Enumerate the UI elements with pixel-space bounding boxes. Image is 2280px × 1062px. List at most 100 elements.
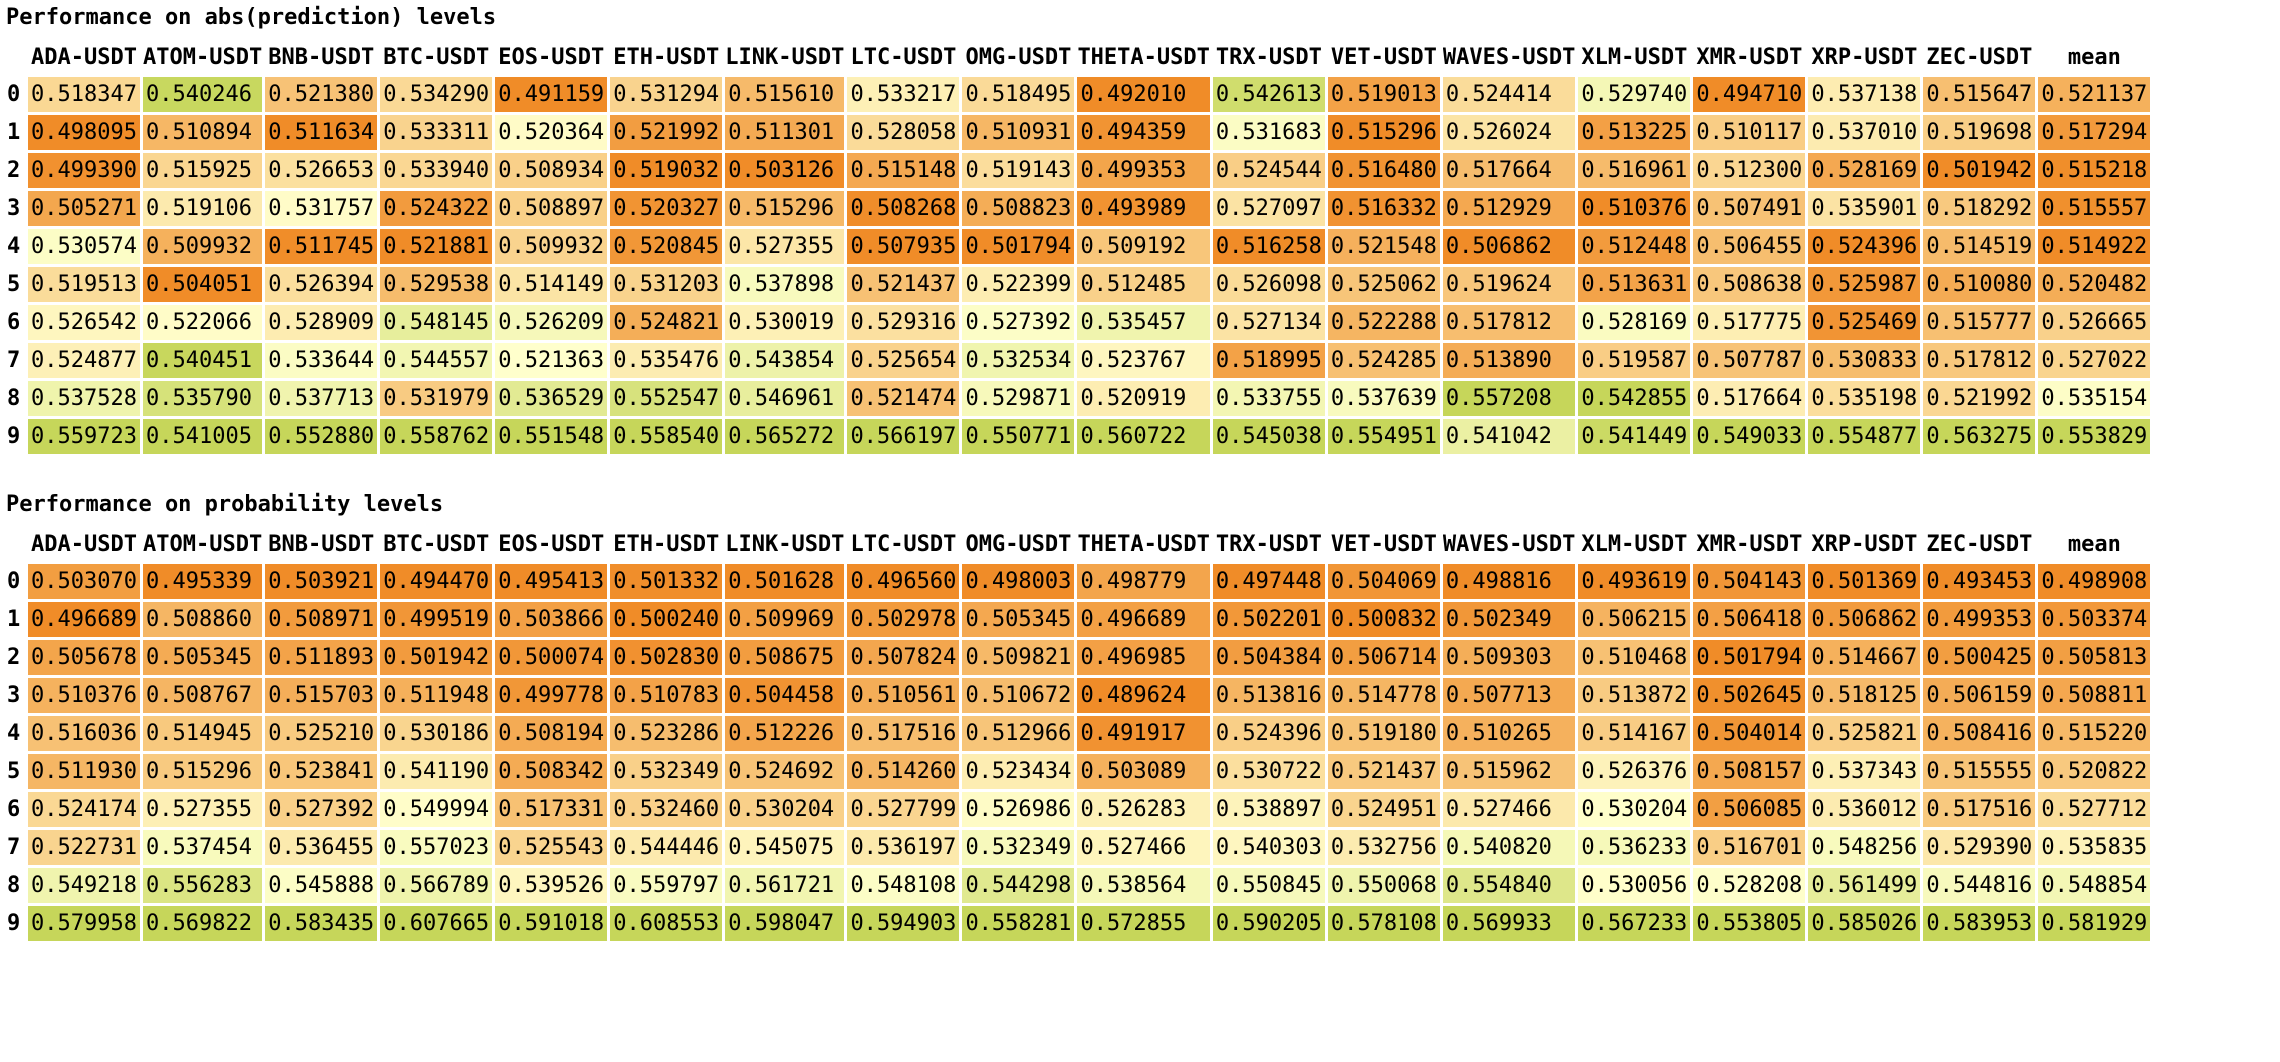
table-row: 6 0.526542 0.522066 0.528909 0.548145 0.52620… [7,305,2151,340]
column-header: VET-USDT [1330,44,1437,70]
table-cell: 0.516332 [1327,191,1440,226]
column-header: BNB-USDT [268,531,375,557]
table-cell: 0.510894 [143,115,263,150]
table-cell: 0.521437 [847,267,960,302]
table-cell: 0.569933 [1442,906,1576,941]
table-cell: 0.506862 [1808,602,1921,637]
table-cell: 0.524692 [725,754,845,789]
table-cell: 0.530574 [28,229,140,264]
table-row: 2 0.499390 0.515925 0.526653 0.533940 0.50893… [7,153,2151,188]
column-header: LTC-USDT [850,531,957,557]
table-cell: 0.525543 [495,830,608,865]
column-header: ETH-USDT [613,44,720,70]
table-cell: 0.583435 [265,906,378,941]
table-cell: 0.499353 [1077,153,1210,188]
table-cell: 0.533644 [265,343,378,378]
table-cell: 0.519698 [1923,115,2036,150]
table-cell: 0.544446 [610,830,723,865]
table-cell: 0.510672 [962,678,1075,713]
table-cell: 0.530204 [1578,792,1691,827]
table-cell: 0.508767 [143,678,263,713]
table-cell: 0.553805 [1693,906,1806,941]
table-cell: 0.513872 [1578,678,1691,713]
table-cell: 0.505271 [28,191,140,226]
table-cell: 0.521992 [610,115,723,150]
column-header: mean [2067,531,2121,557]
column-header: ETH-USDT [613,531,720,557]
table-cell: 0.537528 [28,381,140,416]
table-cell: 0.510468 [1578,640,1691,675]
table-row: 4 0.530574 0.509932 0.511745 0.521881 0.50993… [7,229,2151,264]
table-cell: 0.505345 [143,640,263,675]
table-cell: 0.505813 [2038,640,2151,675]
table-cell: 0.530186 [380,716,493,751]
table-cell: 0.572855 [1077,906,1210,941]
table-cell: 0.530833 [1808,343,1921,378]
table-cell: 0.508860 [143,602,263,637]
table-cell: 0.532534 [962,343,1075,378]
table-cell: 0.511893 [265,640,378,675]
table-cell: 0.542613 [1212,77,1325,112]
table-cell: 0.524322 [380,191,493,226]
table-cell: 0.522731 [28,830,140,865]
table-cell: 0.563275 [1923,419,2036,454]
table-cell: 0.538897 [1212,792,1325,827]
table-cell: 0.527392 [962,305,1075,340]
table-cell: 0.544816 [1923,868,2036,903]
table-row: 5 0.511930 0.515296 0.523841 0.541190 0.50834… [7,754,2151,789]
table-cell: 0.566789 [380,868,493,903]
table-cell: 0.503089 [1077,754,1210,789]
table-cell: 0.512485 [1077,267,1210,302]
table-cell: 0.556283 [143,868,263,903]
column-header: XLM-USDT [1581,531,1688,557]
table-row: 8 0.549218 0.556283 0.545888 0.566789 0.53952… [7,868,2151,903]
table-cell: 0.515220 [2038,716,2151,751]
table-cell: 0.494359 [1077,115,1210,150]
table-cell: 0.515555 [1923,754,2036,789]
column-header: LTC-USDT [850,44,957,70]
table-cell: 0.513816 [1212,678,1325,713]
column-header: OMG-USDT [965,44,1072,70]
table-row: 0 0.518347 0.540246 0.521380 0.534290 0.49115… [7,77,2151,112]
table-cell: 0.527799 [847,792,960,827]
table-cell: 0.507824 [847,640,960,675]
table-cell: 0.510561 [847,678,960,713]
table-cell: 0.530056 [1578,868,1691,903]
table-row: 1 0.496689 0.508860 0.508971 0.499519 0.50386… [7,602,2151,637]
table-cell: 0.504069 [1327,564,1440,599]
table-cell: 0.517664 [1693,381,1806,416]
table-cell: 0.512226 [725,716,845,751]
table-cell: 0.509969 [725,602,845,637]
table-cell: 0.517331 [495,792,608,827]
table-cell: 0.508194 [495,716,608,751]
table-cell: 0.527097 [1212,191,1325,226]
row-index: 6 [7,310,21,335]
table-cell: 0.523767 [1077,343,1210,378]
row-index: 9 [7,911,21,936]
table-cell: 0.590205 [1212,906,1325,941]
row-index: 8 [7,386,21,411]
table-cell: 0.502978 [847,602,960,637]
table-cell: 0.543854 [725,343,845,378]
row-index: 5 [7,759,21,784]
table-cell: 0.499390 [28,153,140,188]
table-cell: 0.545888 [265,868,378,903]
table-cell: 0.495339 [143,564,263,599]
index-header [7,40,25,74]
table-cell: 0.514149 [495,267,608,302]
column-header: LINK-USDT [725,531,845,557]
table-cell: 0.526376 [1578,754,1691,789]
section-title: Performance on abs(prediction) levels [6,5,497,30]
table-cell: 0.493989 [1077,191,1210,226]
table-cell: 0.517516 [1923,792,2036,827]
table-cell: 0.499519 [380,602,493,637]
table-cell: 0.554840 [1442,868,1576,903]
table-cell: 0.520919 [1077,381,1210,416]
table-cell: 0.508811 [2038,678,2151,713]
table-cell: 0.540303 [1212,830,1325,865]
table-cell: 0.508934 [495,153,608,188]
table-cell: 0.554877 [1808,419,1921,454]
table-cell: 0.525654 [847,343,960,378]
table-cell: 0.498095 [28,115,140,150]
table-cell: 0.515647 [1923,77,2036,112]
